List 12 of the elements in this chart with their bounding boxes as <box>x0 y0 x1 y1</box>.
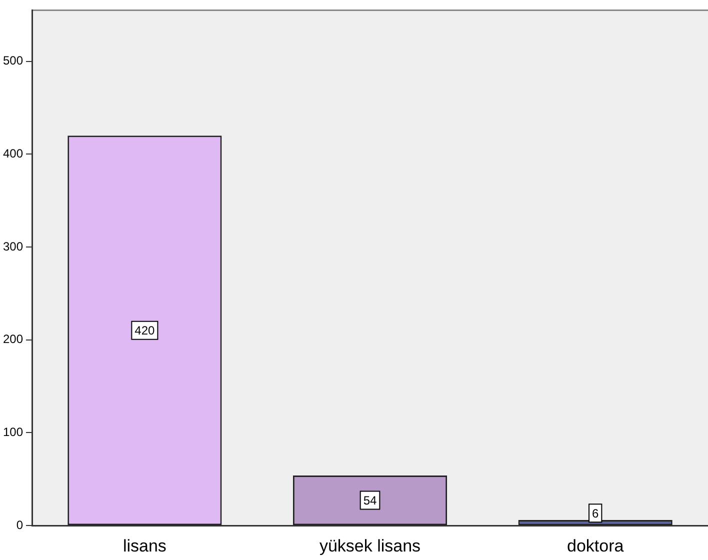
y-tick-label: 100 <box>2 425 24 440</box>
y-tick-label: 400 <box>2 146 24 160</box>
y-tick-label: 300 <box>2 239 24 254</box>
y-tick-label: 200 <box>2 332 24 346</box>
data-label: 54 <box>363 494 378 508</box>
x-tick-label: lisans <box>122 536 166 556</box>
x-tick-label: yüksek lisans <box>319 536 421 556</box>
data-label: 420 <box>134 324 156 338</box>
y-tick-label: 0 <box>16 518 24 532</box>
x-tick-label: doktora <box>566 536 624 556</box>
y-tick-label: 500 <box>2 54 24 68</box>
data-label: 6 <box>592 506 599 520</box>
